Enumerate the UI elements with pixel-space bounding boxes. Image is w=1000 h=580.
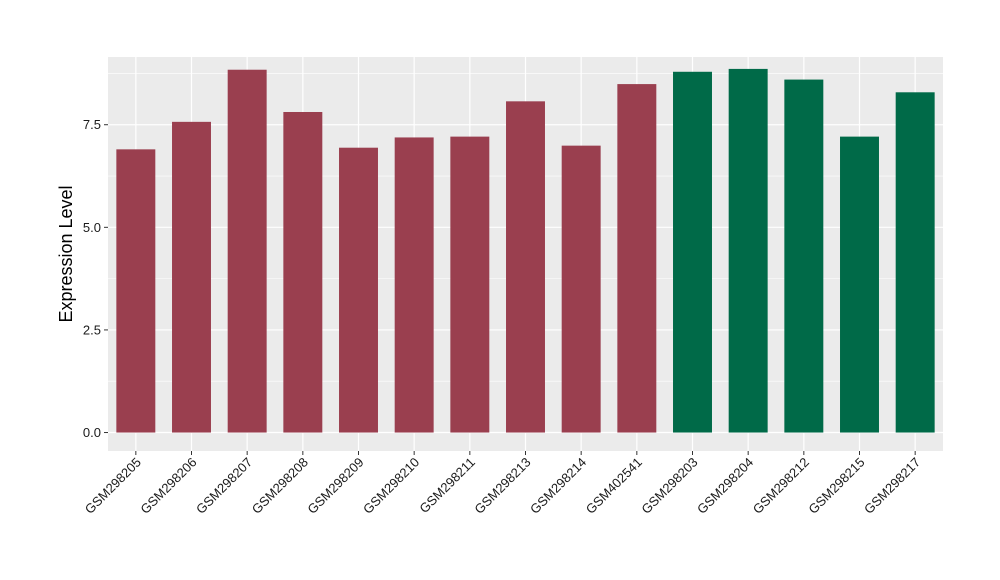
bar-GSM298208 [283, 111, 323, 433]
x-tick-label: GSM298203 [638, 455, 700, 517]
bars [116, 68, 935, 433]
bar-GSM298210 [394, 137, 434, 433]
bar-GSM298217 [895, 92, 935, 433]
y-axis-title: Expression Level [56, 185, 76, 322]
x-tick-label: GSM298215 [805, 455, 867, 517]
bar-GSM298207 [227, 69, 267, 433]
x-tick-label: GSM298217 [861, 455, 923, 517]
bar-GSM298211 [450, 136, 490, 433]
x-tick-label: GSM298206 [137, 455, 199, 517]
x-tick-label: GSM298207 [193, 455, 255, 517]
bar-GSM298206 [172, 121, 211, 433]
x-tick-label: GSM402541 [583, 455, 645, 517]
x-tick-label: GSM298211 [416, 455, 478, 517]
x-tick-label: GSM298212 [750, 455, 812, 517]
bar-GSM298214 [561, 145, 601, 433]
x-tick-label: GSM298204 [694, 455, 756, 517]
x-tick-label: GSM298209 [304, 455, 366, 517]
bar-GSM402541 [617, 84, 657, 433]
y-tick-label: 5.0 [83, 220, 101, 235]
x-tick-label: GSM298205 [82, 455, 144, 517]
x-tick-label: GSM298213 [471, 455, 533, 517]
bar-GSM298205 [116, 149, 156, 433]
bar-GSM298203 [673, 71, 712, 433]
bar-GSM298209 [339, 147, 378, 433]
x-tick-label: GSM298208 [249, 455, 311, 517]
bar-GSM298213 [506, 101, 545, 433]
y-tick-label: 7.5 [83, 117, 101, 132]
y-tick-label: 0.0 [83, 425, 101, 440]
y-axis: 0.0 2.5 5.0 7.5 [83, 117, 108, 440]
y-tick-label: 2.5 [83, 322, 101, 337]
x-tick-label: GSM298210 [360, 455, 422, 517]
bar-GSM298215 [840, 136, 879, 433]
bar-GSM298204 [728, 68, 768, 433]
bar-GSM298212 [784, 79, 824, 433]
x-axis: GSM298205GSM298206GSM298207GSM298208GSM2… [82, 451, 923, 517]
x-tick-label: GSM298214 [527, 455, 589, 517]
